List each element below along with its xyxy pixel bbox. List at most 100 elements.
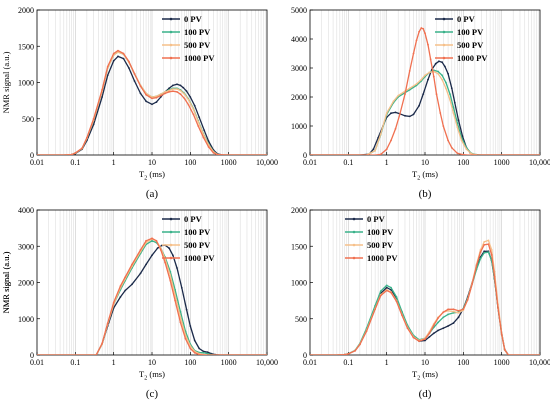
data-point [198,116,201,119]
data-point [176,83,178,86]
data-point [145,263,148,266]
series-1000-pv [37,237,267,355]
y-axis-label: NMR signal (a.u.) [1,251,11,313]
data-point [408,87,411,90]
data-point [452,322,455,324]
x-tick-label: 10 [421,358,429,367]
data-point [193,339,196,342]
data-point [180,287,183,289]
panel-label: (c) [146,388,159,400]
data-point [156,247,159,250]
data-point [397,94,400,97]
data-point [151,239,153,242]
data-point [172,254,174,257]
data-point [447,72,449,75]
data-point [461,135,464,138]
data-point [127,67,130,69]
data-point [155,95,158,98]
data-point [428,71,431,74]
y-tick-label: 3000 [291,64,307,73]
data-point [487,239,490,242]
data-point [179,321,182,324]
data-point [187,99,190,101]
data-point [427,78,429,81]
data-point [452,312,455,314]
panel-1: 0.01 0.1 1 10 100 1000 10,000 0 500 1000 1500 2000 T… [1,6,278,200]
legend-marker [169,243,173,247]
data-point [189,96,192,98]
data-point [390,139,392,142]
data-point [503,349,506,351]
data-point [374,149,376,152]
y-tick-label: 5000 [291,6,307,15]
data-point [432,75,435,78]
series-1000-pv [37,49,267,155]
data-point [408,70,411,72]
data-point [449,99,451,101]
data-point [197,120,200,123]
data-point [437,321,439,324]
data-point [466,299,469,301]
data-point [493,275,496,278]
x-tick-label: 10,000 [529,358,550,367]
data-point [452,106,455,109]
data-point [139,249,142,251]
x-tick-label: 1 [385,358,389,367]
data-point [447,325,449,327]
data-point [379,290,382,293]
data-point [422,93,425,95]
data-point [122,57,125,60]
data-point [106,322,109,324]
y-tick-label: 2000 [18,6,34,15]
x-tick-label: 1 [112,358,116,367]
data-point [185,308,188,311]
y-tick-label: 2000 [291,206,307,215]
data-point [101,342,103,345]
data-point [449,93,451,95]
data-point [133,72,136,75]
data-point [483,243,486,246]
data-point [198,353,201,355]
data-point [139,92,142,95]
x-tick-label: 100 [184,358,196,367]
data-point [86,136,88,139]
data-point [450,146,453,149]
series-line [310,243,540,355]
data-point [202,351,205,354]
data-point [164,91,167,93]
data-point [159,249,162,251]
legend-marker [442,43,446,47]
series-group [310,27,540,155]
data-point [131,263,133,266]
data-point [159,93,162,95]
data-point [174,294,177,297]
data-point [390,286,392,289]
data-point [354,349,356,352]
data-point [139,272,142,275]
data-point [390,112,392,115]
data-point [189,347,192,350]
data-point [447,308,449,311]
legend-marker [169,30,173,34]
data-point [106,65,109,68]
x-tick-label: 0.1 [343,158,353,167]
series-line [310,251,540,355]
y-axis-label: NMR signal (a.u.) [1,251,11,313]
data-point [447,313,449,316]
data-point [216,153,218,155]
data-point [187,104,190,106]
legend-label: 0 PV [184,214,203,224]
x-axis-label: T2 (ms) [412,169,438,182]
data-point [117,49,119,52]
data-point [206,352,209,355]
data-point [81,147,83,150]
data-point [457,309,460,312]
data-point [457,316,460,319]
data-point [404,114,406,117]
data-point [198,347,201,350]
data-point [406,327,409,330]
data-point [390,291,392,294]
x-axis-label: T2 (ms) [139,369,165,382]
data-point [168,87,171,90]
legend-marker [169,56,173,60]
